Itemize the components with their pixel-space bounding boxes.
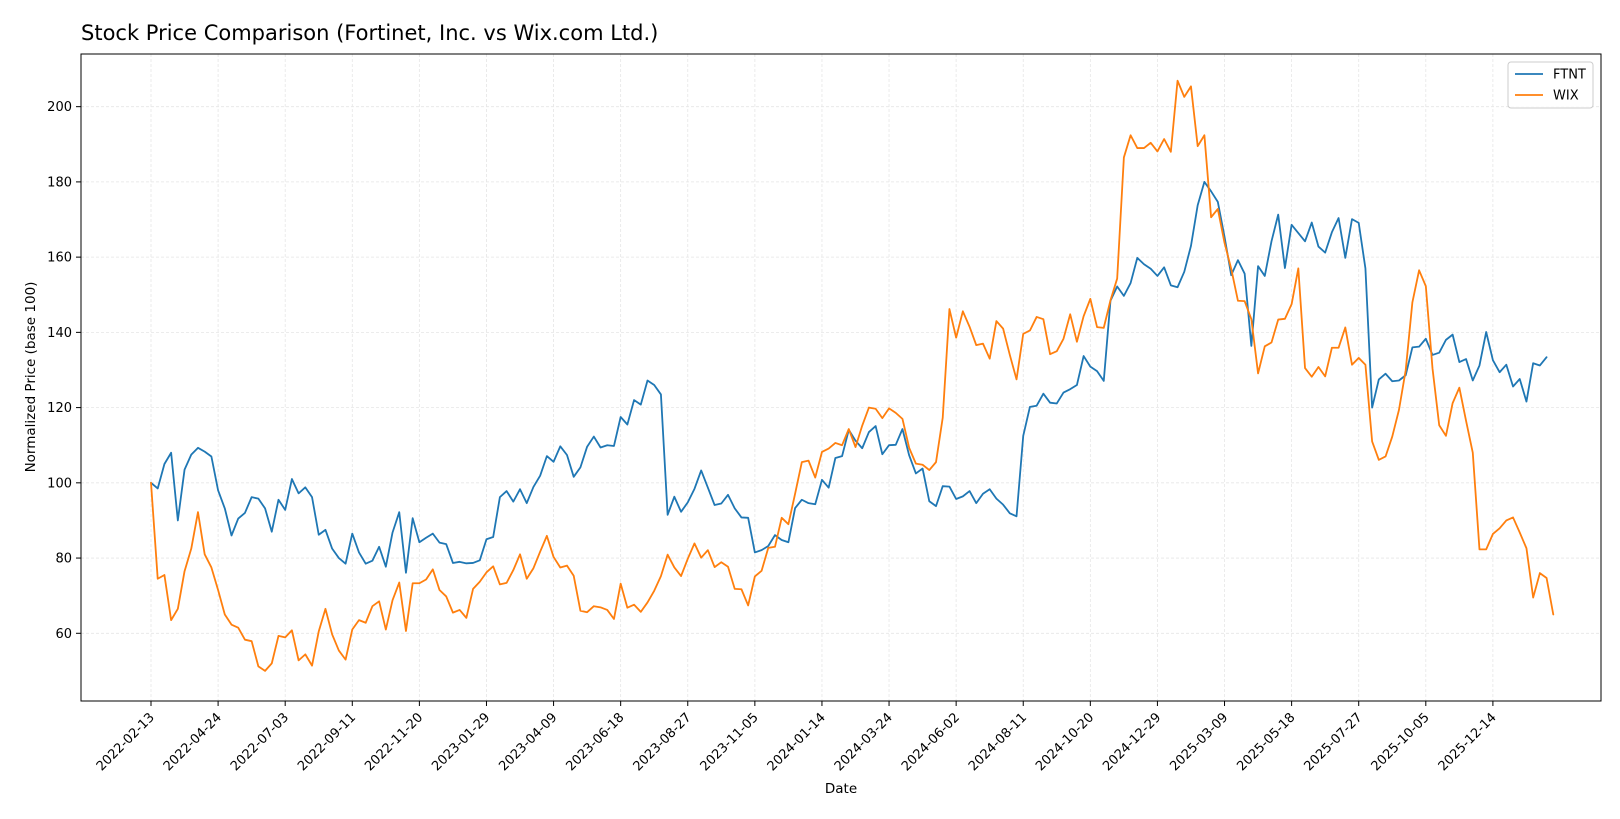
y-axis-label: Normalized Price (base 100) [23, 282, 39, 473]
y-tick-label: 200 [47, 100, 72, 115]
x-tick-label: 2025-07-27 [1302, 710, 1366, 774]
y-tick-label: 140 [47, 326, 72, 341]
grid-lines [81, 54, 1601, 701]
x-axis-label: Date [825, 781, 857, 797]
plot-area [81, 54, 1601, 701]
x-tick-label: 2023-01-29 [429, 710, 493, 774]
series-lines [150, 79, 1555, 672]
x-axis-ticks: 2022-02-13 2022-04-24 2022-07-03 2022-09-11… [94, 701, 1500, 774]
x-tick-label: 2023-08-27 [631, 710, 695, 774]
x-tick-label: 2025-12-14 [1436, 710, 1500, 774]
x-tick-label: 2024-08-11 [966, 710, 1030, 774]
y-tick-label: 160 [47, 251, 72, 266]
x-tick-label: 2022-02-13 [94, 710, 158, 774]
x-tick-label: 2023-11-05 [698, 710, 762, 774]
legend-label-ftnt: FTNT [1553, 68, 1586, 83]
plot-border [80, 53, 1602, 702]
y-axis-ticks: 60 80 100 120 140 160 180 200 [47, 100, 81, 642]
x-tick-label: 2024-03-24 [832, 710, 896, 774]
legend: FTNT WIX [1507, 61, 1594, 109]
x-tick-label: 2024-06-02 [899, 710, 963, 774]
x-tick-label: 2023-04-09 [496, 710, 560, 774]
y-tick-label: 100 [47, 476, 72, 491]
x-tick-label: 2022-11-20 [362, 710, 426, 774]
x-tick-label: 2022-07-03 [228, 710, 292, 774]
series-line-wix [150, 79, 1555, 672]
x-tick-label: 2022-04-24 [161, 710, 225, 774]
x-tick-label: 2023-06-18 [563, 710, 627, 774]
x-tick-label: 2022-09-11 [295, 710, 359, 774]
x-tick-label: 2025-03-09 [1167, 710, 1231, 774]
x-tick-label: 2025-10-05 [1369, 710, 1433, 774]
x-tick-label: 2025-05-18 [1234, 710, 1298, 774]
y-tick-label: 60 [55, 627, 72, 642]
y-tick-label: 120 [47, 401, 72, 416]
chart-title: Stock Price Comparison (Fortinet, Inc. v… [81, 21, 658, 45]
x-tick-label: 2024-10-20 [1033, 710, 1097, 774]
x-tick-label: 2024-01-14 [765, 710, 829, 774]
x-tick-label: 2024-12-29 [1100, 710, 1164, 774]
legend-label-wix: WIX [1553, 89, 1579, 104]
y-tick-label: 180 [47, 175, 72, 190]
y-tick-label: 80 [55, 552, 72, 567]
